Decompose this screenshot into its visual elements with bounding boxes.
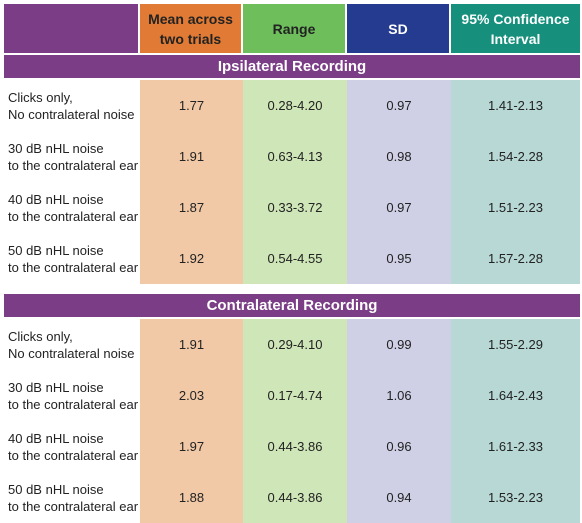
cell-range: 0.44-3.86: [243, 472, 347, 523]
section-title: Ipsilateral Recording: [4, 53, 580, 80]
cell-mean: 1.88: [140, 472, 243, 523]
row-label-line2: to the contralateral ear: [8, 208, 139, 224]
header-mean-line1: Mean across: [148, 10, 233, 27]
cell-sd: 0.97: [347, 182, 451, 233]
section-header-contralateral: Contralateral Recording: [4, 292, 580, 319]
header-blank-cell: [4, 4, 140, 53]
row-label-line1: 30 dB nHL noise: [8, 379, 104, 395]
cell-sd: 0.96: [347, 421, 451, 472]
cell-ci: 1.53-2.23: [451, 472, 580, 523]
cell-range: 0.33-3.72: [243, 182, 347, 233]
row-label-line1: 30 dB nHL noise: [8, 140, 104, 156]
cell-ci: 1.41-2.13: [451, 80, 580, 131]
row-label-line2: No contralateral noise: [8, 345, 135, 361]
cell-sd: 0.94: [347, 472, 451, 523]
cell-range: 0.29-4.10: [243, 319, 347, 370]
row-label: 50 dB nHL noise to the contralateral ear: [4, 233, 140, 284]
header-ci-line1: 95% Confidence: [461, 10, 570, 27]
cell-sd: 0.99: [347, 319, 451, 370]
cell-mean: 1.87: [140, 182, 243, 233]
section-gap: [4, 284, 580, 292]
row-label-line1: 50 dB nHL noise: [8, 481, 104, 497]
cell-ci: 1.64-2.43: [451, 370, 580, 421]
cell-mean: 1.97: [140, 421, 243, 472]
cell-sd: 0.97: [347, 80, 451, 131]
cell-ci: 1.54-2.28: [451, 131, 580, 182]
table-row: 30 dB nHL noise to the contralateral ear …: [4, 131, 580, 182]
row-label: Clicks only, No contralateral noise: [4, 80, 140, 131]
row-label-line2: to the contralateral ear: [8, 447, 139, 463]
row-label-line2: No contralateral noise: [8, 106, 135, 122]
header-row: Mean across two trials Range SD 95% Confi…: [4, 4, 580, 53]
cell-mean: 2.03: [140, 370, 243, 421]
table-row: Clicks only, No contralateral noise 1.91 …: [4, 319, 580, 370]
cell-mean: 1.77: [140, 80, 243, 131]
cell-sd: 0.95: [347, 233, 451, 284]
table-row: 40 dB nHL noise to the contralateral ear …: [4, 182, 580, 233]
row-label: 40 dB nHL noise to the contralateral ear: [4, 182, 140, 233]
cell-range: 0.63-4.13: [243, 131, 347, 182]
row-label-line1: 50 dB nHL noise: [8, 242, 104, 258]
table-row: Clicks only, No contralateral noise 1.77 …: [4, 80, 580, 131]
row-label-line1: Clicks only,: [8, 89, 73, 105]
header-ci: 95% Confidence Interval: [451, 4, 580, 53]
row-label: 40 dB nHL noise to the contralateral ear: [4, 421, 140, 472]
cell-range: 0.54-4.55: [243, 233, 347, 284]
results-table: Mean across two trials Range SD 95% Confi…: [4, 4, 580, 523]
header-mean: Mean across two trials: [140, 4, 243, 53]
cell-mean: 1.91: [140, 319, 243, 370]
table-row: 40 dB nHL noise to the contralateral ear …: [4, 421, 580, 472]
row-label-line1: 40 dB nHL noise: [8, 430, 104, 446]
header-sd: SD: [347, 4, 451, 53]
header-mean-line2: two trials: [159, 30, 222, 47]
cell-range: 0.28-4.20: [243, 80, 347, 131]
table-row: 50 dB nHL noise to the contralateral ear …: [4, 472, 580, 523]
gap-cell: [4, 284, 580, 292]
cell-range: 0.44-3.86: [243, 421, 347, 472]
cell-mean: 1.92: [140, 233, 243, 284]
cell-ci: 1.51-2.23: [451, 182, 580, 233]
cell-range: 0.17-4.74: [243, 370, 347, 421]
table-row: 50 dB nHL noise to the contralateral ear …: [4, 233, 580, 284]
row-label-line1: 40 dB nHL noise: [8, 191, 104, 207]
row-label-line1: Clicks only,: [8, 328, 73, 344]
cell-ci: 1.57-2.28: [451, 233, 580, 284]
row-label: Clicks only, No contralateral noise: [4, 319, 140, 370]
cell-ci: 1.55-2.29: [451, 319, 580, 370]
row-label: 30 dB nHL noise to the contralateral ear: [4, 370, 140, 421]
cell-sd: 0.98: [347, 131, 451, 182]
row-label-line2: to the contralateral ear: [8, 498, 139, 514]
row-label-line2: to the contralateral ear: [8, 157, 139, 173]
row-label: 50 dB nHL noise to the contralateral ear: [4, 472, 140, 523]
cell-ci: 1.61-2.33: [451, 421, 580, 472]
header-ci-line2: Interval: [490, 30, 541, 47]
section-header-ipsilateral: Ipsilateral Recording: [4, 53, 580, 80]
cell-mean: 1.91: [140, 131, 243, 182]
section-title: Contralateral Recording: [4, 292, 580, 319]
header-range: Range: [243, 4, 347, 53]
row-label-line2: to the contralateral ear: [8, 259, 139, 275]
row-label-line2: to the contralateral ear: [8, 396, 139, 412]
table-row: 30 dB nHL noise to the contralateral ear …: [4, 370, 580, 421]
row-label: 30 dB nHL noise to the contralateral ear: [4, 131, 140, 182]
cell-sd: 1.06: [347, 370, 451, 421]
